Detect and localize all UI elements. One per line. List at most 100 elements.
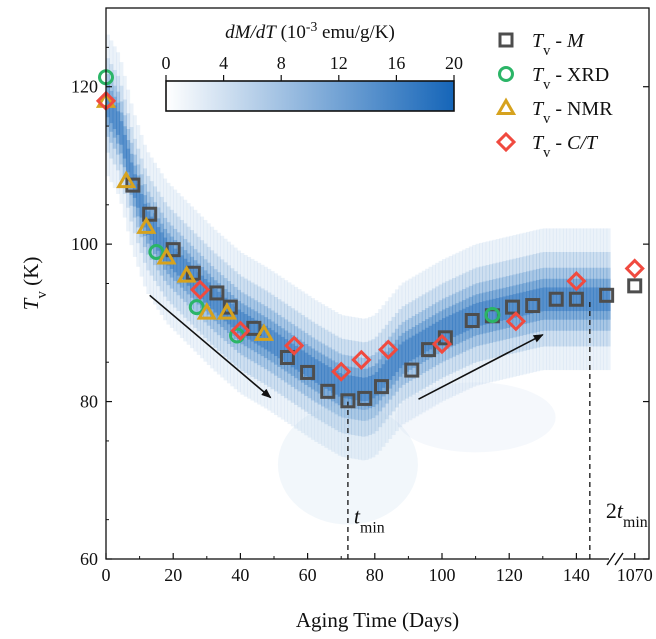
heatmap-cell [344, 374, 349, 399]
data-point-diamond [505, 311, 527, 332]
heatmap-cell [512, 294, 517, 318]
heatmap-cell [334, 371, 339, 395]
heatmap-cell [468, 305, 473, 330]
data-point-square [525, 298, 541, 314]
heatmap-cell [237, 309, 241, 334]
x-tick-label: 0 [102, 565, 111, 585]
heatmap-cell [428, 325, 433, 350]
heatmap-cell [573, 287, 577, 312]
heatmap-cell [371, 374, 376, 399]
colorbar-title: dM/dT (10-3 emu/g/K) [225, 19, 395, 44]
heatmap-cell [300, 350, 305, 375]
legend-label: Tv - NMR [532, 98, 613, 127]
heatmap-cell [304, 352, 309, 377]
heatmap-cell [294, 345, 299, 370]
heatmap-cell [589, 287, 594, 312]
heatmap-cell [200, 275, 205, 300]
heatmap-cell [522, 291, 527, 316]
colorbar-tick-label: 4 [219, 53, 228, 73]
heatmap-cell [411, 335, 416, 360]
data-point-square [279, 349, 295, 365]
data-point-triangle [176, 265, 197, 283]
heatmap-cell [270, 330, 275, 354]
heatmap-cell [448, 314, 453, 339]
heatmap-cell [462, 308, 467, 333]
heatmap-cell [314, 359, 319, 383]
trend-arrow [418, 333, 544, 400]
data-point-circle [484, 306, 501, 323]
y-tick-label: 60 [80, 549, 98, 569]
data-point-diamond [331, 361, 352, 382]
heatmap-cell [327, 367, 332, 391]
heatmap-cell [324, 365, 329, 389]
heatmap-cell [317, 361, 322, 385]
legend-entry: Tv - M [498, 30, 585, 59]
data-point-square [300, 364, 316, 380]
heatmap-cell [351, 375, 356, 400]
legend-marker-circle [498, 66, 514, 82]
heatmap-cell [321, 363, 325, 387]
colorbar-gradient [165, 80, 455, 112]
heatmap-cell [260, 323, 265, 348]
heatmap-cell [112, 105, 117, 130]
heatmap-cell [562, 287, 567, 312]
data-point-triangle [216, 302, 238, 320]
heatmap-cell [529, 290, 534, 314]
heatmap-cell [435, 321, 440, 346]
x-axis-label: Aging Time (Days) [296, 608, 459, 632]
heatmap-cell [109, 99, 114, 124]
heatmap-cell [213, 288, 218, 313]
legend-label: Tv - M [532, 30, 585, 59]
heatmap-cell [593, 287, 598, 312]
data-point-square [142, 206, 158, 222]
heatmap-cell [596, 287, 601, 312]
data-point-triangle [136, 216, 157, 234]
data-point-square [464, 312, 480, 328]
heatmap-cell [499, 297, 504, 321]
axis-break-mark [606, 552, 616, 566]
legend-entry: Tv - C/T [495, 131, 599, 161]
heatmap-cell [126, 148, 131, 173]
legend-marker-diamond [495, 131, 517, 153]
heatmap-cell [478, 301, 483, 326]
heatmap-cell [415, 333, 420, 358]
colorbar-tick-label: 0 [162, 53, 171, 73]
heatmap-cell [381, 364, 386, 388]
data-point-square [209, 285, 225, 301]
heatmap-cell [243, 314, 248, 338]
heatmap-cell [502, 296, 507, 321]
heatmap-cell [331, 369, 336, 393]
heatmap-cell [250, 317, 255, 342]
heatmap-cell [408, 337, 413, 362]
heatmap-cell [425, 327, 430, 352]
heatmap-cell [354, 376, 359, 401]
data-point-square [599, 287, 615, 303]
tmin-label: 2tmin [606, 498, 648, 531]
data-point-square [627, 278, 643, 294]
x-tick-label: 80 [366, 565, 384, 585]
heatmap-cell [163, 237, 168, 262]
colorbar-tick-label: 20 [445, 53, 463, 73]
legend-marker-square [498, 32, 514, 48]
heatmap-cloud [395, 382, 556, 453]
data-point-diamond [566, 271, 587, 292]
heatmap-cell [519, 292, 524, 317]
heatmap-cell [546, 287, 551, 312]
heatmap-cell [405, 339, 409, 364]
data-point-square [357, 390, 373, 406]
data-point-square [125, 177, 141, 193]
y-axis-label: Tv (K) [19, 257, 50, 311]
legend: Tv - M Tv - XRD Tv - NMR Tv - C/T [495, 30, 613, 161]
heatmap-cell [388, 356, 393, 380]
data-point-triangle [253, 323, 275, 341]
heatmap-cell [287, 341, 292, 366]
heatmap-cell [421, 329, 426, 354]
x-tick-label: 140 [563, 565, 590, 585]
data-point-square [320, 383, 336, 399]
x-tick-label: 120 [496, 565, 523, 585]
data-point-square [374, 379, 390, 395]
heatmap-cell [603, 287, 608, 312]
data-point-square [340, 393, 356, 409]
data-point-diamond [431, 333, 453, 355]
